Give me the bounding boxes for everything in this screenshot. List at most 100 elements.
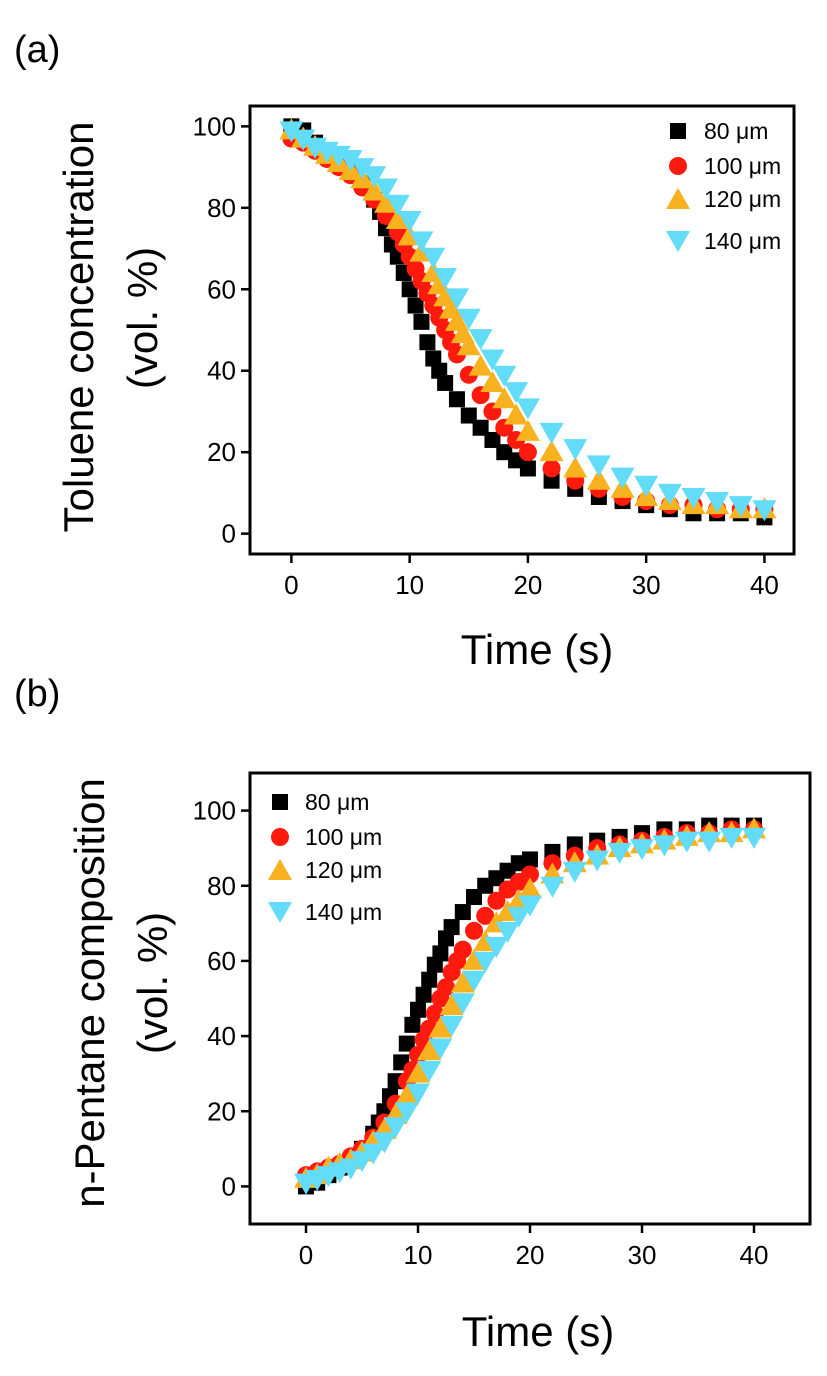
legend-a-item-1: 100 μm bbox=[669, 153, 781, 179]
point-b-3-15 bbox=[462, 970, 486, 992]
series-b bbox=[294, 817, 766, 1195]
point-a-3-23 bbox=[586, 455, 611, 477]
y-tick-label-a-2: 40 bbox=[207, 356, 236, 386]
point-a-3-26 bbox=[657, 483, 682, 505]
point-b-0-16 bbox=[421, 971, 438, 988]
plot-frame-a bbox=[248, 104, 796, 556]
point-b-3-7 bbox=[372, 1132, 397, 1154]
point-a-2-18 bbox=[456, 334, 481, 356]
y-axis-title-a-line1: Toluene concentration bbox=[55, 122, 102, 533]
point-a-0-21 bbox=[460, 407, 477, 424]
point-a-0-20 bbox=[448, 391, 465, 408]
point-b-0-21 bbox=[454, 904, 471, 921]
x-tick-label-a-3: 30 bbox=[632, 570, 661, 600]
point-b-1-22 bbox=[487, 891, 506, 910]
legend-b-item-0: 80 μm bbox=[272, 789, 369, 815]
y-tick-label-b-0: 0 bbox=[222, 1171, 236, 1201]
point-b-3-5 bbox=[350, 1151, 374, 1173]
point-a-3-19 bbox=[504, 382, 529, 404]
point-a-0-17 bbox=[425, 350, 442, 367]
point-a-0-16 bbox=[419, 334, 436, 351]
x-axis-title-a: Time (s) bbox=[461, 626, 613, 673]
legend-b-label-3: 140 μm bbox=[305, 899, 382, 925]
legend-a-item-0: 80 μm bbox=[670, 118, 768, 144]
point-a-3-30 bbox=[752, 500, 777, 522]
point-b-1-14 bbox=[425, 1004, 444, 1023]
point-b-3-19 bbox=[506, 906, 531, 928]
legend-a-label-1: 100 μm bbox=[704, 153, 781, 179]
x-tick-label-b-2: 20 bbox=[516, 1240, 545, 1270]
y-tick-label-b-1: 20 bbox=[207, 1096, 236, 1126]
point-b-3-4 bbox=[338, 1158, 363, 1180]
legend-b-label-0: 80 μm bbox=[305, 789, 369, 815]
point-b-3-9 bbox=[394, 1102, 419, 1124]
panel-label-a: (a) bbox=[14, 29, 60, 71]
point-b-3-29 bbox=[719, 827, 744, 849]
x-tick-label-a-4: 40 bbox=[750, 570, 779, 600]
legend-a-item-2: 120 μm bbox=[666, 186, 781, 212]
point-b-3-13 bbox=[439, 1015, 464, 1037]
legend-b-marker-square bbox=[272, 794, 288, 810]
legend-b: 80 μm 100 μm 120 μm 140 μm bbox=[268, 789, 382, 925]
point-a-0-19 bbox=[437, 374, 454, 391]
point-b-3-28 bbox=[697, 831, 722, 853]
y-tick-label-b-3: 60 bbox=[207, 946, 236, 976]
point-a-3-17 bbox=[480, 349, 505, 371]
y-axis-subtitle-a: (vol. %) bbox=[119, 247, 166, 389]
y-tick-label-a-1: 20 bbox=[207, 437, 236, 467]
y-axis-title-b-line1: n-Pentane composition bbox=[66, 778, 113, 1208]
point-a-3-0 bbox=[279, 121, 304, 143]
point-a-2-23 bbox=[515, 419, 540, 441]
point-b-0-27 bbox=[522, 851, 538, 868]
point-b-1-21 bbox=[476, 906, 495, 925]
point-a-3-21 bbox=[539, 422, 564, 444]
point-a-0-22 bbox=[472, 419, 489, 436]
y-axis-title-a: Toluene concentration bbox=[55, 122, 102, 533]
legend-b-marker-triangle-up bbox=[268, 859, 292, 880]
legend-a-marker-triangle-up bbox=[666, 188, 690, 209]
legend-a-label-3: 140 μm bbox=[704, 228, 781, 254]
point-b-3-14 bbox=[450, 993, 475, 1015]
point-a-2-9 bbox=[385, 208, 410, 230]
point-a-2-24 bbox=[539, 440, 564, 462]
point-b-3-23 bbox=[585, 850, 610, 872]
point-b-3-10 bbox=[406, 1083, 430, 1105]
point-a-2-7 bbox=[362, 179, 387, 201]
legend-b-item-1: 100 μm bbox=[271, 824, 382, 850]
point-a-3-15 bbox=[456, 308, 481, 330]
legend-b-item-3: 140 μm bbox=[268, 899, 382, 925]
legend-a-marker-circle bbox=[669, 157, 687, 175]
point-a-3-1 bbox=[291, 129, 316, 151]
point-b-0-18 bbox=[432, 945, 449, 962]
point-b-1-25 bbox=[521, 865, 539, 884]
point-b-0-20 bbox=[443, 919, 460, 936]
point-a-3-8 bbox=[374, 178, 398, 200]
point-a-2-25 bbox=[563, 456, 588, 478]
point-b-3-6 bbox=[361, 1143, 386, 1165]
point-b-2-15 bbox=[462, 948, 486, 970]
x-tick-label-b-4: 40 bbox=[740, 1240, 769, 1270]
point-a-2-8 bbox=[374, 191, 398, 213]
point-a-0-27 bbox=[543, 472, 560, 489]
point-a-0-26 bbox=[519, 460, 536, 477]
series-a-3 bbox=[279, 121, 777, 522]
point-b-1-16 bbox=[437, 978, 455, 997]
legend-b-label-2: 120 μm bbox=[305, 857, 382, 883]
point-b-3-12 bbox=[428, 1038, 453, 1060]
point-a-3-25 bbox=[634, 475, 659, 497]
y-axis-title-a-line2: (vol. %) bbox=[119, 247, 166, 389]
ticks-b: 0 10 20 30 40 0 20 40 60 80 100 bbox=[193, 796, 769, 1270]
point-a-3-11 bbox=[409, 231, 434, 253]
y-tick-label-b-4: 80 bbox=[207, 871, 236, 901]
point-b-3-17 bbox=[484, 936, 509, 958]
point-b-1-19 bbox=[453, 940, 472, 959]
point-a-2-21 bbox=[492, 387, 517, 409]
point-a-3-16 bbox=[468, 329, 493, 351]
y-axis-title-b-line2: (vol. %) bbox=[129, 912, 176, 1054]
y-tick-label-a-4: 80 bbox=[207, 193, 236, 223]
y-tick-label-a-3: 60 bbox=[207, 274, 236, 304]
legend-a: 80 μm 100 μm 120 μm 140 μm bbox=[666, 118, 781, 254]
ticks-a: 0 10 20 30 40 0 20 40 60 80 100 bbox=[193, 111, 779, 600]
point-a-1-26 bbox=[542, 459, 561, 478]
